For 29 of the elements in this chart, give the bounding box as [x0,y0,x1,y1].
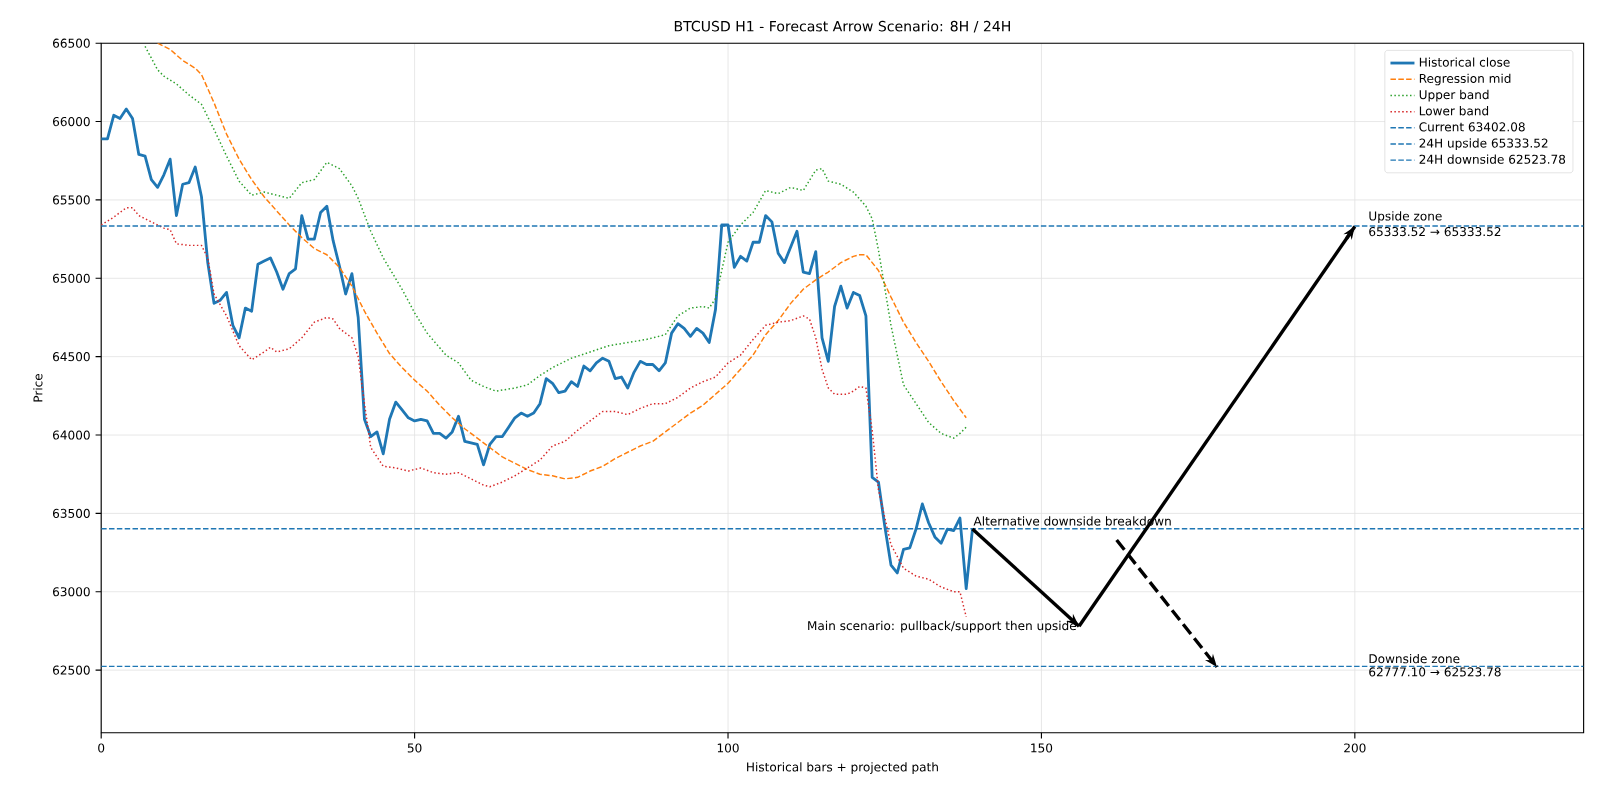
legend-label: Regression mid [1419,73,1511,86]
y-tick-label: 63000 [52,587,90,597]
x-axis-title: Historical bars + projected path [747,762,938,774]
annotation: Downside zone [1369,653,1460,664]
annotation: Main scenario: pullback/support then upside [808,620,1077,633]
annotation: Upside zone [1369,211,1442,223]
legend-label: Lower band [1419,106,1489,116]
x-tick-label: 200 [1344,743,1366,753]
y-tick-label: 65000 [52,273,90,283]
legend-label: Upper band [1419,89,1489,102]
legend-label: Historical close [1419,57,1510,67]
y-tick-label: 66000 [52,116,90,127]
y-tick-label: 64500 [52,352,90,362]
annotation: 65333.52 → 65333.52 [1369,227,1501,237]
chart-title: BTCUSD H1 - Forecast Arrow Scenario: 8H / 24H [674,20,1010,33]
x-tick-label: 100 [717,743,739,753]
y-tick-label: 63500 [52,508,90,518]
legend-label: 24H upside 65333.52 [1419,138,1548,150]
x-tick-label: 150 [1031,743,1053,753]
y-tick-label: 62500 [52,665,90,675]
y-axis-title: Price [33,373,43,402]
annotation: 62777.10 → 62523.78 [1369,667,1501,677]
legend-label: 24H downside 62523.78 [1419,154,1566,164]
y-tick-label: 65500 [52,195,90,205]
y-tick-label: 64000 [52,430,90,440]
legend-label: Current 63402.08 [1419,122,1525,132]
x-tick-label: 50 [407,743,422,753]
y-tick-label: 66500 [52,38,90,48]
x-tick-label: 0 [98,743,105,753]
